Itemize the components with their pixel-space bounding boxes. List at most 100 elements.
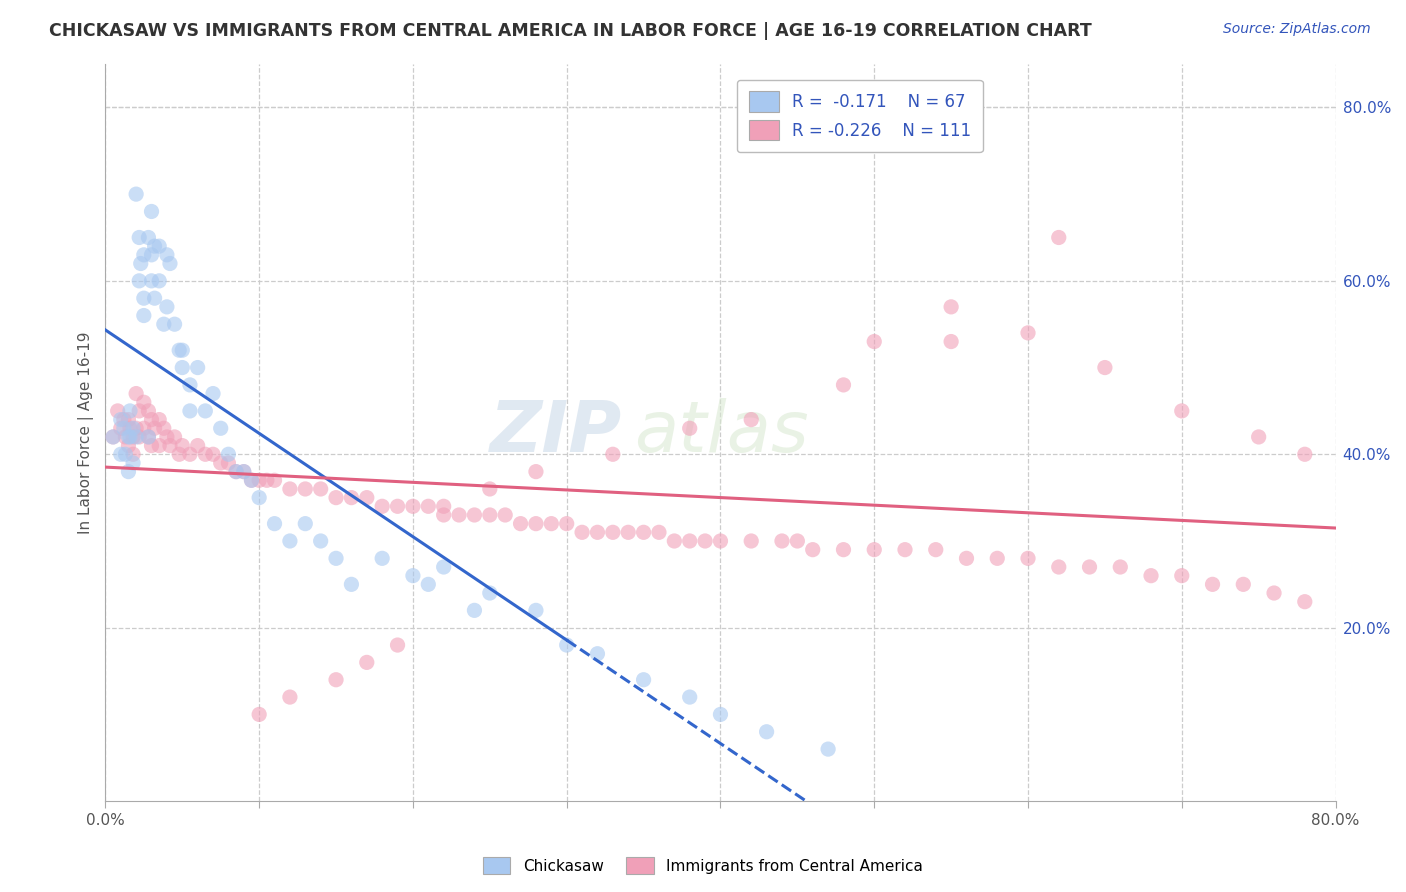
- Point: [202, 447, 225, 461]
- Point: [101, 430, 124, 444]
- Point: [117, 439, 139, 453]
- Point: [141, 248, 163, 262]
- Point: [679, 421, 702, 435]
- Point: [194, 404, 217, 418]
- Point: [118, 404, 141, 418]
- Point: [955, 551, 977, 566]
- Point: [101, 430, 124, 444]
- Point: [179, 378, 201, 392]
- Point: [156, 300, 179, 314]
- Point: [679, 533, 702, 548]
- Point: [179, 404, 201, 418]
- Point: [128, 404, 150, 418]
- Point: [247, 491, 270, 505]
- Point: [1047, 230, 1070, 244]
- Point: [294, 482, 316, 496]
- Point: [418, 500, 440, 514]
- Legend: Chickasaw, Immigrants from Central America: Chickasaw, Immigrants from Central Ameri…: [477, 851, 929, 880]
- Point: [1201, 577, 1223, 591]
- Point: [478, 508, 501, 522]
- Point: [132, 248, 155, 262]
- Point: [832, 542, 855, 557]
- Point: [740, 412, 762, 426]
- Point: [141, 412, 163, 426]
- Point: [617, 525, 640, 540]
- Point: [153, 421, 176, 435]
- Point: [118, 421, 141, 435]
- Point: [863, 334, 886, 349]
- Point: [478, 482, 501, 496]
- Point: [132, 309, 155, 323]
- Point: [602, 525, 624, 540]
- Point: [112, 412, 135, 426]
- Point: [925, 542, 948, 557]
- Point: [217, 447, 239, 461]
- Point: [209, 456, 232, 470]
- Point: [463, 603, 485, 617]
- Point: [340, 491, 363, 505]
- Point: [371, 500, 394, 514]
- Point: [709, 707, 731, 722]
- Point: [132, 395, 155, 409]
- Point: [202, 386, 225, 401]
- Point: [387, 500, 409, 514]
- Point: [1171, 404, 1194, 418]
- Point: [240, 473, 263, 487]
- Point: [1294, 447, 1316, 461]
- Point: [125, 430, 148, 444]
- Point: [225, 465, 247, 479]
- Point: [447, 508, 470, 522]
- Point: [247, 473, 270, 487]
- Point: [148, 439, 170, 453]
- Point: [309, 482, 332, 496]
- Point: [179, 447, 201, 461]
- Point: [122, 447, 145, 461]
- Point: [555, 638, 578, 652]
- Point: [1078, 560, 1101, 574]
- Point: [433, 500, 456, 514]
- Point: [1140, 568, 1163, 582]
- Point: [633, 673, 655, 687]
- Point: [159, 439, 181, 453]
- Point: [463, 508, 485, 522]
- Point: [163, 317, 186, 331]
- Point: [125, 187, 148, 202]
- Point: [418, 577, 440, 591]
- Point: [986, 551, 1008, 566]
- Point: [110, 421, 132, 435]
- Point: [128, 430, 150, 444]
- Point: [167, 447, 190, 461]
- Point: [555, 516, 578, 531]
- Legend: R =  -0.171    N = 67, R = -0.226    N = 111: R = -0.171 N = 67, R = -0.226 N = 111: [737, 79, 983, 153]
- Point: [586, 525, 609, 540]
- Point: [278, 690, 301, 704]
- Point: [817, 742, 839, 756]
- Point: [478, 586, 501, 600]
- Point: [114, 430, 136, 444]
- Point: [1094, 360, 1116, 375]
- Point: [125, 386, 148, 401]
- Point: [132, 291, 155, 305]
- Point: [371, 551, 394, 566]
- Point: [232, 465, 254, 479]
- Point: [1017, 551, 1039, 566]
- Point: [129, 256, 152, 270]
- Point: [128, 230, 150, 244]
- Point: [240, 473, 263, 487]
- Point: [524, 603, 547, 617]
- Point: [770, 533, 793, 548]
- Point: [1294, 595, 1316, 609]
- Point: [939, 300, 962, 314]
- Point: [138, 430, 160, 444]
- Point: [159, 256, 181, 270]
- Text: atlas: atlas: [634, 398, 808, 467]
- Point: [114, 447, 136, 461]
- Point: [540, 516, 562, 531]
- Point: [122, 456, 145, 470]
- Point: [863, 542, 886, 557]
- Point: [309, 533, 332, 548]
- Point: [356, 491, 378, 505]
- Point: [112, 421, 135, 435]
- Point: [633, 525, 655, 540]
- Point: [143, 239, 166, 253]
